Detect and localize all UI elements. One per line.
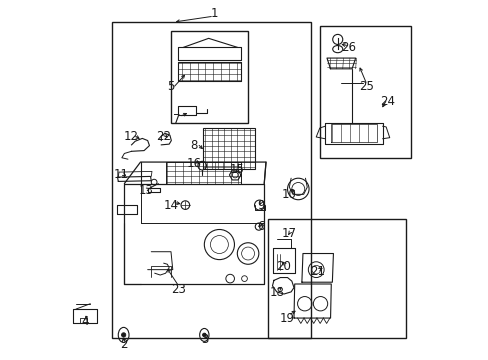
Text: 2: 2 (121, 338, 128, 351)
Text: 22: 22 (156, 130, 171, 144)
Text: 18: 18 (269, 287, 284, 300)
Text: 6: 6 (256, 220, 264, 233)
Circle shape (121, 333, 125, 337)
Bar (112, 22, 310, 338)
Bar (319, 26, 410, 158)
Text: 10: 10 (281, 188, 296, 201)
Text: 16: 16 (186, 157, 202, 170)
Text: 21: 21 (310, 265, 325, 278)
Text: 15: 15 (229, 163, 244, 176)
Text: 23: 23 (170, 283, 185, 296)
Bar (203, 128, 255, 169)
Text: 13: 13 (138, 184, 153, 197)
Text: 4: 4 (81, 315, 88, 328)
Bar (267, 220, 405, 338)
Text: 12: 12 (124, 130, 139, 144)
Text: 25: 25 (358, 80, 373, 93)
Text: 3: 3 (201, 333, 208, 346)
Bar (171, 31, 247, 123)
Text: 24: 24 (380, 95, 395, 108)
Text: 20: 20 (276, 260, 291, 273)
Text: 26: 26 (340, 41, 355, 54)
Text: 7: 7 (172, 113, 180, 126)
Circle shape (202, 333, 206, 337)
Text: 5: 5 (167, 80, 174, 93)
Text: 9: 9 (256, 199, 264, 212)
Text: 1: 1 (210, 7, 217, 20)
Text: 17: 17 (281, 227, 296, 240)
Text: 19: 19 (280, 311, 294, 325)
Text: 8: 8 (190, 139, 198, 152)
Text: 14: 14 (163, 199, 178, 212)
Text: 11: 11 (113, 168, 128, 181)
